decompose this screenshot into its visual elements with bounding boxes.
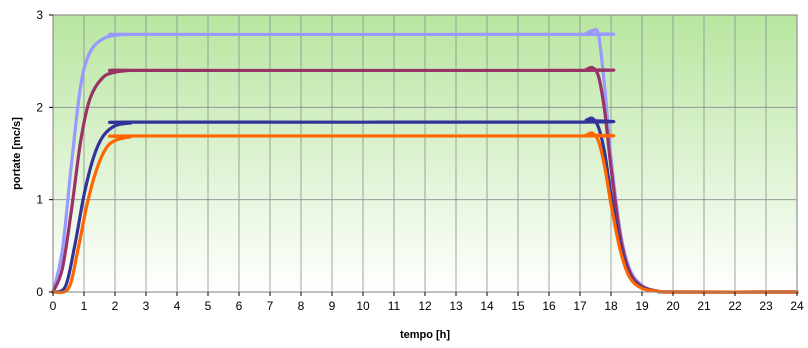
x-tick-label: 11 xyxy=(388,299,401,313)
x-tick-label: 3 xyxy=(143,299,150,313)
x-tick-label: 17 xyxy=(573,299,587,313)
x-axis-title: tempo [h] xyxy=(400,329,450,341)
x-tick-label: 22 xyxy=(728,299,742,313)
x-tick-label: 10 xyxy=(356,299,370,313)
y-tick-label: 0 xyxy=(36,285,43,299)
x-tick-label: 15 xyxy=(511,299,525,313)
x-tick-label: 14 xyxy=(480,299,494,313)
x-tick-label: 4 xyxy=(174,299,181,313)
x-tick-label: 2 xyxy=(112,299,119,313)
x-tick-label: 13 xyxy=(449,299,463,313)
x-tick-label: 19 xyxy=(635,299,649,313)
x-tick-label: 12 xyxy=(418,299,432,313)
series-line-4 xyxy=(51,131,799,295)
x-tick-label: 24 xyxy=(790,299,804,313)
x-tick-label: 8 xyxy=(298,299,305,313)
y-tick-label: 3 xyxy=(36,8,43,22)
x-tick-label: 18 xyxy=(604,299,618,313)
x-tick-label: 1 xyxy=(81,299,88,313)
y-tick-label: 2 xyxy=(36,100,43,114)
x-tick-label: 9 xyxy=(329,299,336,313)
series-group xyxy=(51,27,799,295)
y-axis-ticks: 0 1 2 3 xyxy=(36,8,53,299)
x-axis-ticks: 0 1 2 3 4 5 6 7 8 9 10 11 12 13 14 15 16 17 18 19 20 21 22 23 24 xyxy=(50,292,804,313)
x-tick-label: 23 xyxy=(759,299,773,313)
x-tick-label: 7 xyxy=(267,299,274,313)
x-tick-label: 16 xyxy=(542,299,556,313)
x-tick-label: 5 xyxy=(205,299,212,313)
y-axis-title: portate [mc/s] xyxy=(11,117,23,190)
x-tick-label: 21 xyxy=(697,299,711,313)
y-tick-label: 1 xyxy=(36,193,43,207)
x-tick-label: 0 xyxy=(50,299,57,313)
x-tick-label: 20 xyxy=(666,299,680,313)
x-tick-label: 6 xyxy=(236,299,243,313)
